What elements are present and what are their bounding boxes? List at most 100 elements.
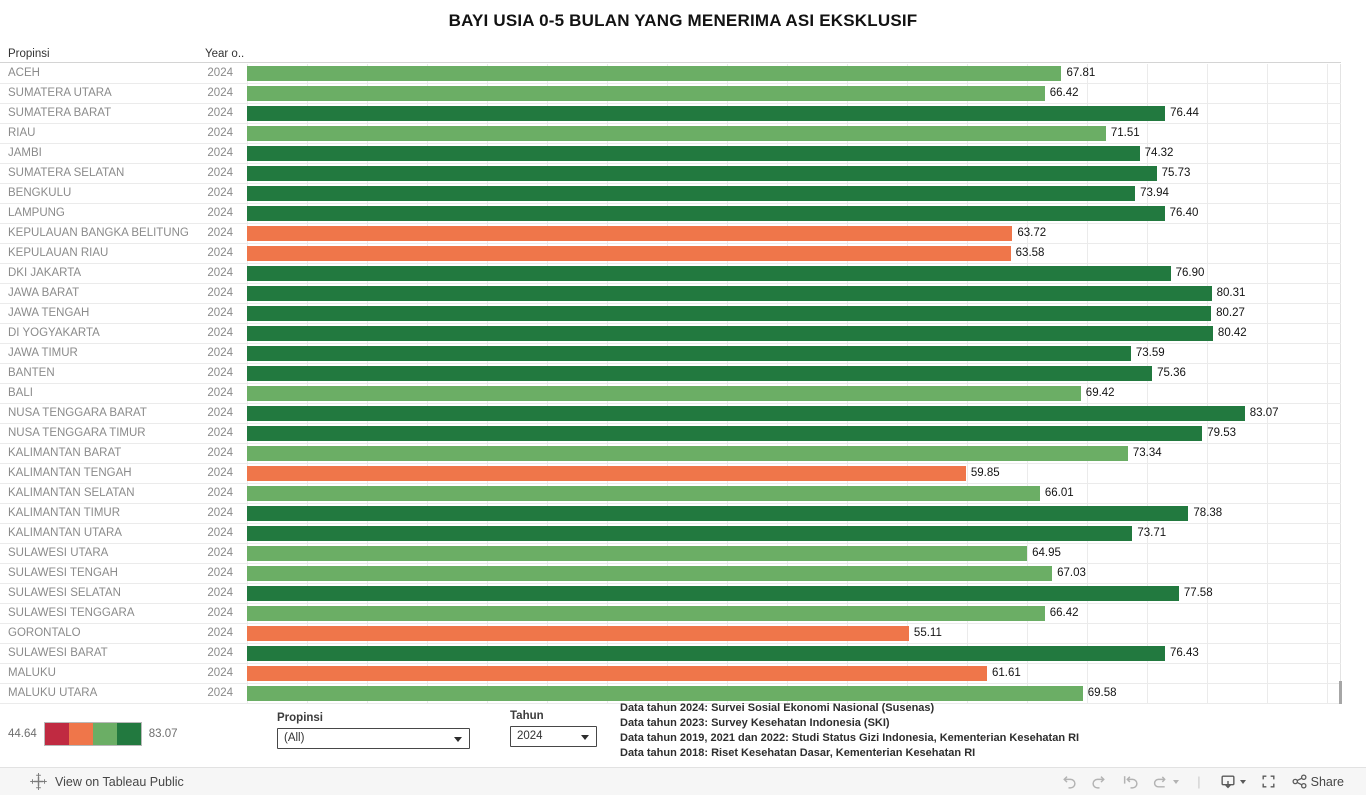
- chart-vertical-scrollbar[interactable]: [1339, 681, 1342, 704]
- province-label[interactable]: MALUKU UTARA: [8, 687, 98, 699]
- province-label[interactable]: BANTEN: [8, 367, 55, 379]
- province-label[interactable]: MALUKU: [8, 667, 56, 679]
- province-label[interactable]: BALI: [8, 387, 33, 399]
- value-bar[interactable]: [247, 546, 1028, 561]
- year-label: 2024: [207, 567, 233, 579]
- legend-swatch[interactable]: [44, 723, 69, 745]
- value-bar[interactable]: [247, 686, 1083, 701]
- province-label[interactable]: JAWA BARAT: [8, 287, 80, 299]
- province-label[interactable]: KALIMANTAN BARAT: [8, 447, 122, 459]
- bar-value-label: 55.11: [913, 627, 942, 639]
- value-bar[interactable]: [247, 66, 1062, 81]
- value-bar[interactable]: [247, 646, 1165, 661]
- filter-tahun-label: Tahun: [510, 710, 544, 722]
- chevron-down-icon: [581, 735, 589, 740]
- value-bar[interactable]: [247, 346, 1131, 361]
- legend-swatch[interactable]: [92, 723, 117, 745]
- value-bar[interactable]: [247, 666, 987, 681]
- color-legend[interactable]: 44.64 83.07: [8, 722, 178, 746]
- province-label[interactable]: SUMATERA BARAT: [8, 107, 112, 119]
- bar-value-label: 74.32: [1144, 147, 1174, 159]
- province-label[interactable]: SUMATERA UTARA: [8, 87, 112, 99]
- province-label[interactable]: KALIMANTAN UTARA: [8, 527, 122, 539]
- value-bar[interactable]: [247, 486, 1040, 501]
- column-gap: [233, 364, 247, 383]
- undo-button[interactable]: [1060, 773, 1077, 790]
- province-label[interactable]: LAMPUNG: [8, 207, 65, 219]
- year-label: 2024: [207, 67, 233, 79]
- province-label[interactable]: NUSA TENGGARA BARAT: [8, 407, 147, 419]
- value-bar[interactable]: [247, 266, 1171, 281]
- province-label[interactable]: ACEH: [8, 67, 40, 79]
- value-bar[interactable]: [247, 566, 1053, 581]
- note-line: Data tahun 2018: Riset Kesehatan Dasar, …: [620, 747, 976, 759]
- province-label[interactable]: DKI JAKARTA: [8, 267, 82, 279]
- share-button[interactable]: Share: [1291, 773, 1344, 790]
- toolbar-actions: | Share: [1060, 773, 1344, 790]
- value-bar[interactable]: [247, 206, 1165, 221]
- province-label[interactable]: SUMATERA SELATAN: [8, 167, 125, 179]
- value-bar[interactable]: [247, 446, 1128, 461]
- province-label[interactable]: SULAWESI BARAT: [8, 647, 108, 659]
- value-bar[interactable]: [247, 166, 1157, 181]
- value-bar[interactable]: [247, 366, 1153, 381]
- bar-cell: 80.42: [247, 324, 1341, 343]
- filter-propinsi-dropdown[interactable]: (All): [277, 728, 470, 749]
- bar-value-label: 76.44: [1170, 107, 1199, 119]
- legend-swatch[interactable]: [68, 723, 93, 745]
- refresh-button[interactable]: [1153, 773, 1180, 790]
- bar-value-label: 73.59: [1135, 347, 1165, 359]
- year-label: 2024: [207, 267, 233, 279]
- province-label[interactable]: JAWA TIMUR: [8, 347, 78, 359]
- value-bar[interactable]: [247, 306, 1212, 321]
- redo-button[interactable]: [1091, 773, 1108, 790]
- province-label[interactable]: SULAWESI TENGAH: [8, 567, 118, 579]
- province-label[interactable]: GORONTALO: [8, 627, 81, 639]
- value-bar[interactable]: [247, 406, 1245, 421]
- legend-swatch[interactable]: [116, 723, 141, 745]
- year-label: 2024: [207, 547, 233, 559]
- value-bar[interactable]: [247, 326, 1213, 341]
- province-label[interactable]: KALIMANTAN TIMUR: [8, 507, 121, 519]
- legend-swatches[interactable]: [43, 722, 142, 746]
- province-label[interactable]: RIAU: [8, 127, 36, 139]
- download-button[interactable]: [1219, 773, 1246, 790]
- replay-button[interactable]: [1122, 773, 1139, 790]
- province-label[interactable]: SULAWESI TENGGARA: [8, 607, 135, 619]
- bar-value-label: 80.27: [1216, 307, 1245, 319]
- value-bar[interactable]: [247, 426, 1203, 441]
- province-label[interactable]: KALIMANTAN SELATAN: [8, 487, 135, 499]
- province-label[interactable]: JAWA TENGAH: [8, 307, 90, 319]
- province-label[interactable]: BENGKULU: [8, 187, 72, 199]
- column-header-year[interactable]: Year o..: [205, 48, 245, 60]
- bar-value-label: 67.03: [1057, 567, 1086, 579]
- column-header-propinsi[interactable]: Propinsi: [8, 48, 50, 60]
- table-row: SULAWESI TENGAH 2024 67.03: [0, 564, 1341, 584]
- province-label[interactable]: NUSA TENGGARA TIMUR: [8, 427, 146, 439]
- value-bar[interactable]: [247, 146, 1140, 161]
- province-label[interactable]: KALIMANTAN TENGAH: [8, 467, 132, 479]
- province-label[interactable]: SULAWESI SELATAN: [8, 587, 121, 599]
- province-label[interactable]: KEPULAUAN BANGKA BELITUNG: [8, 227, 189, 239]
- value-bar[interactable]: [247, 86, 1045, 101]
- filter-tahun-dropdown[interactable]: 2024: [510, 726, 597, 747]
- value-bar[interactable]: [247, 186, 1136, 201]
- province-label[interactable]: SULAWESI UTARA: [8, 547, 109, 559]
- value-bar[interactable]: [247, 106, 1166, 121]
- province-label[interactable]: DI YOGYAKARTA: [8, 327, 100, 339]
- value-bar[interactable]: [247, 226, 1013, 241]
- value-bar[interactable]: [247, 466, 966, 481]
- value-bar[interactable]: [247, 626, 909, 641]
- value-bar[interactable]: [247, 606, 1045, 621]
- value-bar[interactable]: [247, 526, 1133, 541]
- province-label[interactable]: JAMBI: [8, 147, 42, 159]
- value-bar[interactable]: [247, 386, 1081, 401]
- value-bar[interactable]: [247, 246, 1011, 261]
- value-bar[interactable]: [247, 286, 1212, 301]
- value-bar[interactable]: [247, 586, 1179, 601]
- value-bar[interactable]: [247, 126, 1106, 141]
- view-on-tableau-public-button[interactable]: View on Tableau Public: [30, 773, 184, 790]
- fullscreen-button[interactable]: [1260, 773, 1277, 790]
- value-bar[interactable]: [247, 506, 1189, 521]
- province-label[interactable]: KEPULAUAN RIAU: [8, 247, 109, 259]
